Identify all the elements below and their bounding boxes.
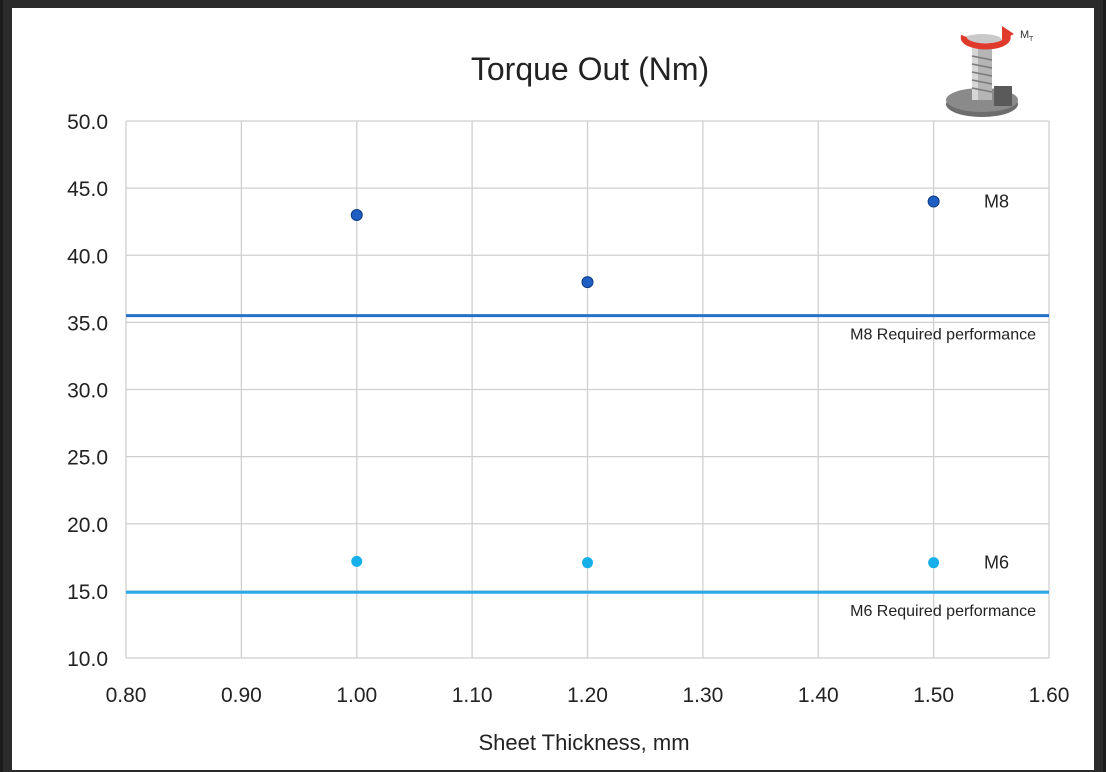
data-point (351, 555, 363, 567)
icon-caption: M (1020, 29, 1029, 41)
y-tick-label: 50.0 (67, 111, 108, 134)
chart-panel: M8 Required performance M6 Required perfo… (12, 8, 1094, 770)
x-tick-label: 1.10 (452, 684, 493, 707)
series-label: M8 (984, 192, 1009, 212)
data-point (927, 195, 940, 208)
grid-lines (125, 120, 1050, 659)
x-tick-label: 1.60 (1029, 684, 1070, 707)
data-point (928, 557, 940, 569)
x-tick-label: 1.40 (798, 684, 839, 707)
y-axis-ticks: 10.0 15.0 20.0 25.0 30.0 35.0 40.0 45.0 50.0 (67, 111, 108, 671)
x-tick-label: 1.30 (682, 684, 723, 707)
data-point (350, 208, 363, 221)
x-tick-label: 0.90 (221, 684, 262, 707)
series-labels: M8 M6 (984, 192, 1009, 573)
x-axis-ticks: 0.80 0.90 1.00 1.10 1.20 1.30 1.40 1.50 1.60 (106, 684, 1070, 707)
y-tick-label: 35.0 (67, 312, 108, 335)
reference-line-label: M8 Required performance (850, 327, 1036, 344)
y-tick-label: 10.0 (67, 648, 108, 671)
torque-bolt-icon: M T (946, 26, 1034, 117)
scatter-chart: M8 Required performance M6 Required perfo… (67, 26, 1070, 755)
data-points (350, 195, 940, 569)
y-tick-label: 20.0 (67, 514, 108, 537)
data-point (581, 276, 594, 289)
x-tick-label: 0.80 (106, 684, 147, 707)
x-tick-label: 1.50 (913, 684, 954, 707)
y-tick-label: 30.0 (67, 380, 108, 403)
y-tick-label: 25.0 (67, 447, 108, 470)
y-tick-label: 45.0 (67, 178, 108, 201)
reference-line-label: M6 Required performance (850, 603, 1036, 620)
icon-subscript: T (1029, 36, 1034, 43)
x-tick-label: 1.00 (336, 684, 377, 707)
reference-lines: M8 Required performance M6 Required perfo… (126, 314, 1049, 620)
x-tick-label: 1.20 (567, 684, 608, 707)
chart-title: Torque Out (Nm) (471, 51, 709, 87)
y-tick-label: 15.0 (67, 581, 108, 604)
series-label: M6 (984, 553, 1009, 573)
y-tick-label: 40.0 (67, 245, 108, 268)
data-point (582, 557, 593, 569)
x-axis-title: Sheet Thickness, mm (478, 730, 689, 755)
